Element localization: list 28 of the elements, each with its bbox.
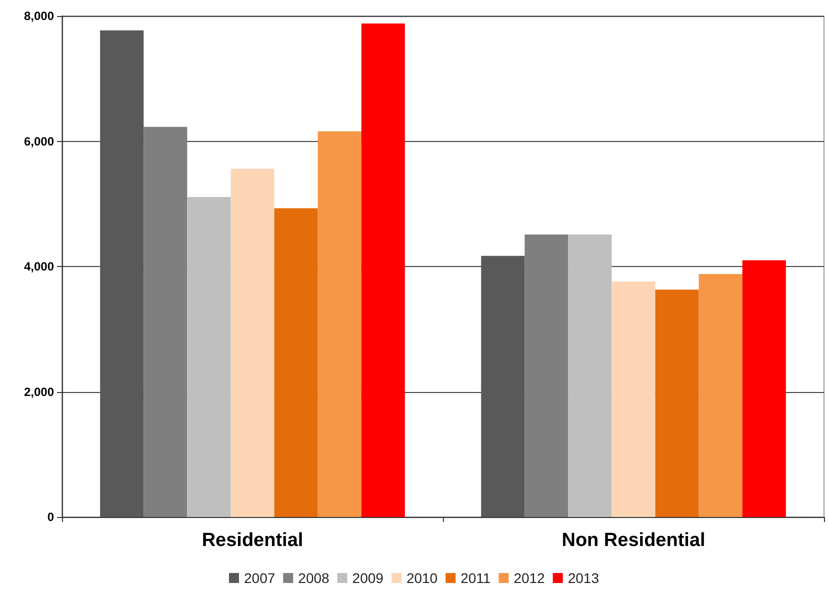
legend-label: 2010 — [406, 570, 438, 586]
bar — [100, 30, 144, 517]
bar — [612, 282, 656, 517]
bar — [568, 234, 612, 517]
bar — [524, 234, 568, 517]
legend-label: 2008 — [298, 570, 330, 586]
legend-label: 2011 — [460, 570, 491, 586]
y-tick-label: 0 — [47, 510, 54, 524]
bar — [144, 126, 188, 517]
bar — [481, 256, 525, 517]
x-tick-label: Residential — [202, 530, 304, 551]
legend-label: 2009 — [352, 570, 384, 586]
bar — [318, 131, 362, 517]
x-tick-label: Non Residential — [562, 530, 706, 551]
legend-label: 2012 — [514, 570, 546, 586]
legend-label: 2007 — [244, 570, 276, 586]
y-tick-label: 4,000 — [24, 260, 54, 274]
y-tick-label: 8,000 — [24, 9, 54, 23]
bar — [230, 168, 274, 517]
bar — [274, 208, 318, 517]
bar — [698, 274, 742, 517]
bar — [361, 24, 405, 517]
bar — [655, 290, 699, 517]
bar — [187, 196, 231, 517]
y-tick-label: 6,000 — [24, 134, 54, 148]
y-tick-label: 2,000 — [24, 384, 54, 399]
bar — [742, 260, 786, 517]
legend-label: 2013 — [568, 570, 600, 586]
